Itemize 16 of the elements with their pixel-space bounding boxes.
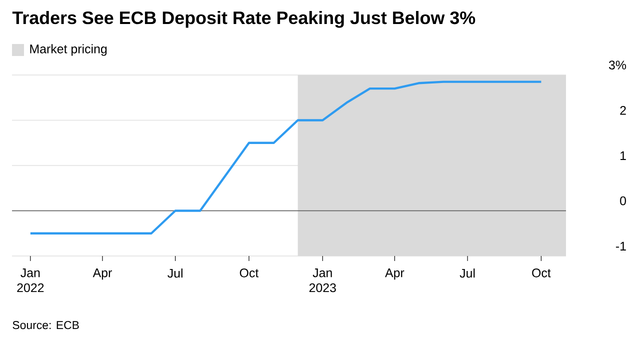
x-tick-label: Jan 2022	[17, 268, 44, 292]
chart-title: Traders See ECB Deposit Rate Peaking Just Below 3%	[12, 10, 476, 28]
x-tick-label: Apr	[92, 268, 112, 280]
y-tick-label: -1	[616, 242, 626, 250]
x-tick-label: Apr	[385, 268, 404, 280]
x-tick-label: Jul	[460, 268, 475, 278]
x-tick-label: Oct	[532, 268, 551, 278]
y-tick-label: 1	[620, 151, 626, 160]
y-tick-label: 0	[620, 196, 626, 206]
y-tick-label: 3%	[608, 60, 626, 70]
x-tick-label: Oct	[240, 268, 259, 278]
x-tick-label: Jan 2023	[309, 268, 336, 292]
x-tick-label: Jul	[168, 268, 182, 278]
source-note: Source: ECB	[12, 321, 79, 330]
y-tick-label: 2	[620, 106, 626, 115]
legend-label: Market pricing	[30, 44, 107, 56]
